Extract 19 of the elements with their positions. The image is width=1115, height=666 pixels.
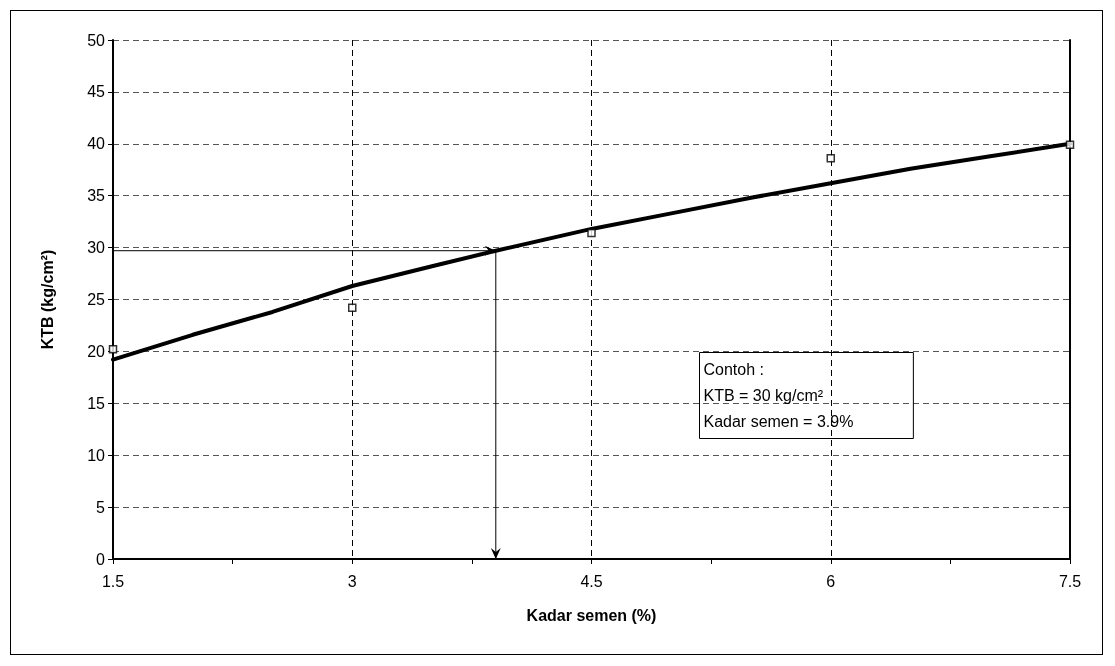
y-tick-label: 0 xyxy=(96,550,106,568)
annotation: Contoh : KTB = 30 kg/cm² Kadar semen = 3.9% xyxy=(703,361,854,430)
y-axis-title: KTB (kg/cm²) xyxy=(38,249,56,350)
y-tick-label: 40 xyxy=(87,135,106,153)
x-axis-title: Kadar semen (%) xyxy=(526,606,657,624)
y-tick-label: 30 xyxy=(87,239,106,257)
y-tick-label: 45 xyxy=(87,83,106,101)
x-tick-label: 4.5 xyxy=(580,572,603,590)
y-tick-label: 5 xyxy=(96,498,106,516)
y-tick-label: 10 xyxy=(87,446,106,464)
x-tick-label: 6 xyxy=(826,572,836,590)
x-tick-label: 7.5 xyxy=(1058,572,1082,590)
x-tick-label: 1.5 xyxy=(101,572,125,590)
y-tick-label: 20 xyxy=(87,342,106,360)
y-tick-label: 15 xyxy=(87,394,106,412)
y-tick-label: 35 xyxy=(87,187,106,205)
x-tick-label: 3 xyxy=(347,572,357,590)
y-tick-label: 50 xyxy=(87,31,106,49)
y-tick-label: 25 xyxy=(87,291,106,308)
